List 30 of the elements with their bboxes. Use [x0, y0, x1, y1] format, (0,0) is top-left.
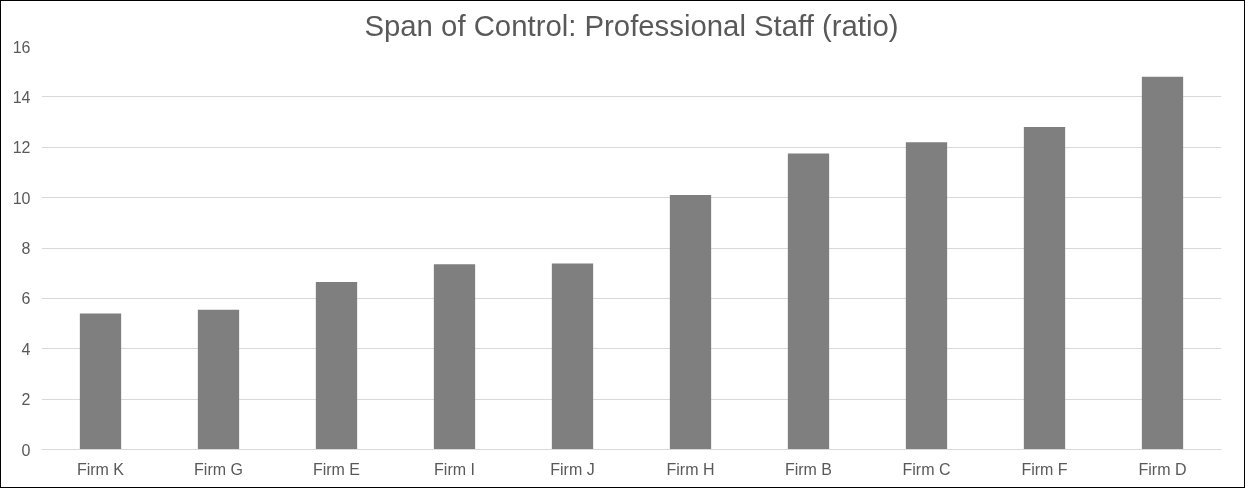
bar: [79, 313, 122, 450]
bar: [787, 153, 830, 450]
x-tick-label: Firm F: [1021, 460, 1068, 478]
x-tick-label: Firm G: [194, 460, 243, 478]
chart-title: Span of Control: Professional Staff (ratio): [364, 8, 899, 42]
bar: [669, 195, 712, 450]
x-tick-label: Firm H: [666, 460, 715, 478]
x-tick-label: Firm D: [1138, 460, 1187, 478]
x-tick-label: Firm C: [902, 460, 951, 478]
y-tick-label: 0: [21, 441, 31, 459]
y-tick-label: 6: [21, 290, 31, 308]
y-tick-label: 10: [12, 189, 31, 207]
x-tick-label: Firm E: [312, 460, 361, 478]
bar: [551, 263, 594, 450]
x-tick-label: Firm B: [784, 460, 833, 478]
x-tick-label: Firm I: [434, 460, 475, 478]
bar: [1023, 127, 1066, 450]
y-tick-label: 2: [21, 391, 31, 409]
y-tick-label: 14: [12, 88, 31, 106]
bar: [905, 142, 948, 450]
x-tick-label: Firm J: [550, 460, 595, 478]
y-tick-label: 4: [21, 340, 31, 358]
bar: [433, 264, 476, 450]
bar: [197, 309, 240, 450]
bar: [315, 282, 358, 450]
x-tick-label: Firm K: [76, 460, 125, 478]
y-tick-label: 12: [12, 139, 31, 157]
y-tick-label: 8: [21, 240, 31, 257]
y-tick-label: 16: [12, 38, 31, 56]
bar: [1141, 76, 1184, 450]
